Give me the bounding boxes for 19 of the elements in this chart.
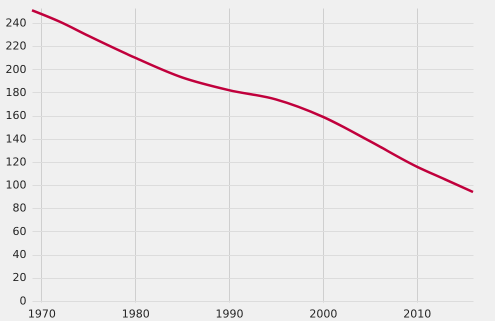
y-tick-label: 100	[6, 178, 26, 192]
y-tick-label: 80	[12, 202, 26, 215]
line-series	[30, 9, 474, 194]
y-tick-label: 120	[6, 155, 26, 168]
y-tick-label: 0	[20, 294, 26, 308]
x-tick-label: 1980	[122, 308, 150, 320]
y-tick-label: 20	[12, 271, 26, 284]
y-tick-label: 240	[6, 16, 26, 30]
x-tick-label: 2000	[309, 308, 338, 320]
x-tick-label: 1990	[216, 308, 244, 320]
y-tick-label: 60	[12, 224, 26, 238]
x-tick-label: 2010	[403, 308, 432, 320]
y-tick-label: 160	[6, 109, 26, 122]
y-tick-label: 200	[6, 62, 26, 76]
y-tick-label: 40	[12, 248, 26, 262]
y-tick-label: 140	[6, 132, 26, 146]
x-tick-label: 1970	[28, 308, 56, 320]
y-tick-label: 180	[6, 86, 26, 99]
y-tick-label: 220	[6, 40, 26, 53]
